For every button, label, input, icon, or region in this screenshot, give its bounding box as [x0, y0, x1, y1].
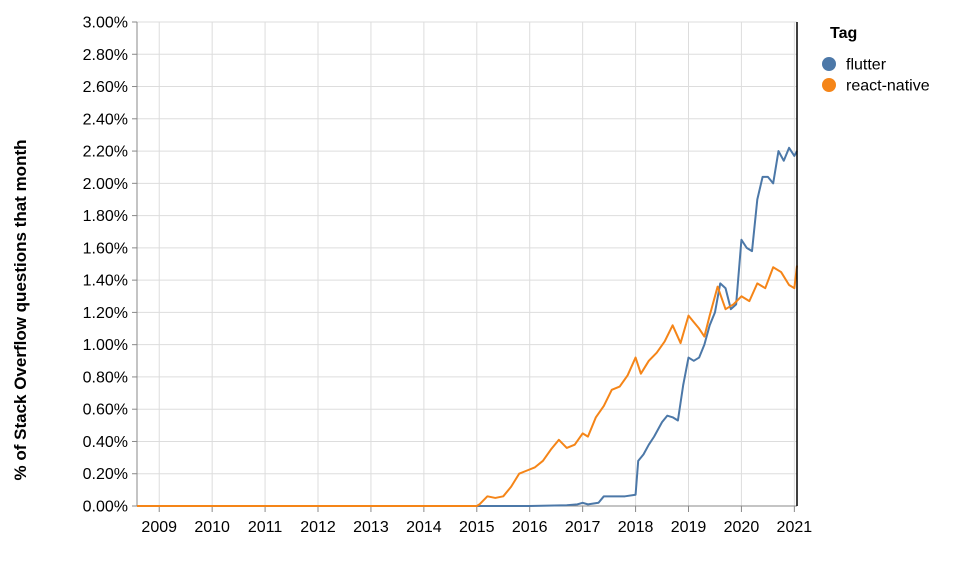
legend-title: Tag: [830, 25, 857, 42]
y-tick-label: 0.60%: [83, 402, 128, 419]
legend-label-react-native: react-native: [846, 78, 930, 95]
x-tick-label: 2018: [618, 519, 654, 536]
y-tick-label: 0.00%: [83, 499, 128, 516]
legend-swatch-flutter: [822, 57, 836, 71]
y-tick-label: 2.00%: [83, 176, 128, 193]
y-tick-label: 2.40%: [83, 111, 128, 128]
y-tick-label: 0.20%: [83, 466, 128, 483]
x-tick-label: 2013: [353, 519, 389, 536]
y-tick-label: 1.20%: [83, 305, 128, 322]
x-tick-label: 2009: [141, 519, 177, 536]
y-axis: 0.00% 0.20% 0.40% 0.60% 0.80% 1.00% 1.20% 1.40%…: [83, 15, 138, 516]
y-tick-label: 2.80%: [83, 47, 128, 64]
series-line-flutter: [137, 146, 798, 507]
x-tick-label: 2020: [724, 519, 760, 536]
y-tick-label: 0.80%: [83, 369, 128, 386]
x-tick-label: 2019: [671, 519, 707, 536]
x-tick-label: 2015: [459, 519, 495, 536]
y-tick-label: 2.20%: [83, 144, 128, 161]
y-axis-title: % of Stack Overflow questions that month: [11, 140, 30, 481]
y-tick-label: 1.80%: [83, 208, 128, 225]
y-tick-label: 1.00%: [83, 337, 128, 354]
x-tick-label: 2016: [512, 519, 548, 536]
legend: Tag flutter react-native: [822, 25, 930, 95]
legend-swatch-react-native: [822, 78, 836, 92]
x-axis: 2009 2010 2011 2012 2013 2014 2015 2016 2017 2018…: [137, 505, 813, 536]
x-tick-label: 2011: [248, 519, 283, 536]
y-tick-label: 1.40%: [83, 273, 128, 290]
x-tick-label: 2010: [194, 519, 230, 536]
y-tick-label: 0.40%: [83, 434, 128, 451]
x-tick-label: 2012: [300, 519, 336, 536]
y-tick-label: 2.60%: [83, 79, 128, 96]
y-tick-label: 1.60%: [83, 240, 128, 257]
series-line-react-native: [137, 265, 798, 507]
x-tick-label: 2017: [565, 519, 601, 536]
x-tick-label: 2021: [777, 519, 813, 536]
y-tick-label: 3.00%: [83, 15, 128, 32]
legend-label-flutter: flutter: [846, 57, 887, 74]
x-tick-label: 2014: [406, 519, 442, 536]
gridlines: [137, 21, 797, 507]
series-lines: [137, 146, 798, 507]
